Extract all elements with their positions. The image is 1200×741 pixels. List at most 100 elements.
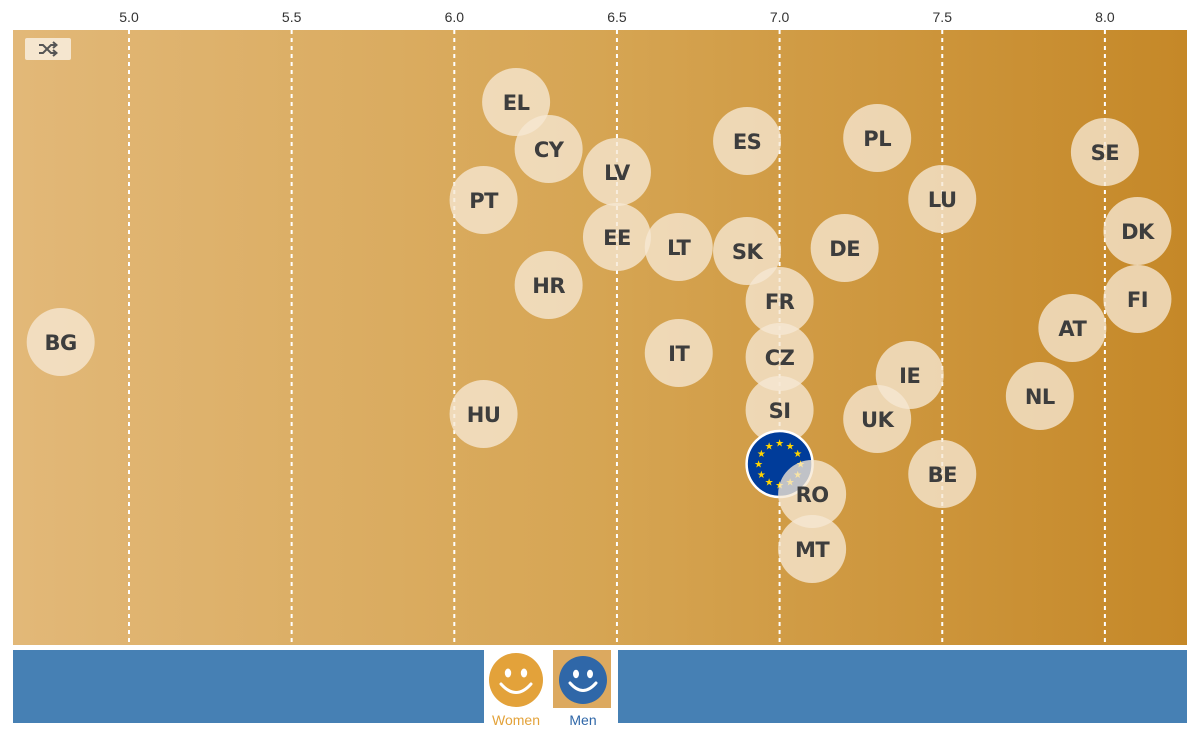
x-tick-label: 5.0 [119, 9, 139, 25]
bubble-circle [449, 166, 518, 234]
smiley-men-icon [559, 656, 607, 704]
bubble-label: EL [503, 91, 530, 115]
country-bubble-mt[interactable]: MT [778, 515, 847, 583]
country-bubble-hr[interactable]: HR [514, 251, 583, 319]
country-bubble-se[interactable]: SE [1070, 118, 1139, 186]
country-bubble-pt[interactable]: PT [449, 166, 518, 234]
x-tick-label: 8.0 [1095, 9, 1115, 25]
country-bubble-cz[interactable]: CZ [745, 323, 814, 391]
bubble-circle [875, 341, 944, 409]
country-bubble-fr[interactable]: FR [745, 267, 814, 335]
eu-star-icon: ★ [775, 439, 784, 450]
bubble-circle [1005, 362, 1074, 430]
bubble-label: CZ [765, 346, 795, 370]
x-tick-label: 7.5 [932, 9, 952, 25]
smiley-women-icon [489, 653, 543, 707]
bubble-label: BE [928, 463, 957, 487]
men-label: Men [569, 712, 597, 728]
bubble-circle [582, 138, 651, 206]
eu-star-icon: ★ [757, 449, 766, 460]
eu-star-icon: ★ [765, 441, 774, 452]
bubble-label: PL [863, 127, 891, 151]
bubble-plot: BGELCYLVPTEEHRHULTITESSKFRCZSI★★★★★★★★★★… [26, 30, 1172, 645]
bubble-circle [1103, 197, 1172, 265]
shuffle-button[interactable] [25, 38, 71, 60]
eu-star-icon: ★ [765, 478, 774, 489]
eu-star-icon: ★ [793, 449, 802, 460]
bubble-circle [514, 115, 583, 183]
eu-star-icon: ★ [757, 470, 766, 481]
bubble-label: LU [928, 188, 957, 212]
country-bubble-ee[interactable]: EE [582, 203, 651, 271]
bubble-label: SE [1091, 141, 1119, 165]
men-toggle[interactable]: Men [553, 650, 613, 741]
bubble-circle [745, 376, 814, 444]
bubble-label: HR [532, 274, 565, 298]
bubble-label: PT [469, 189, 499, 213]
bubble-circle [1103, 265, 1172, 333]
country-bubble-dk[interactable]: DK [1103, 197, 1172, 265]
women-toggle[interactable]: Women [486, 650, 546, 741]
bubble-label: BG [45, 331, 77, 355]
country-bubble-si[interactable]: SI [745, 376, 814, 444]
country-bubble-it[interactable]: IT [644, 319, 713, 387]
bubble-circle [713, 107, 782, 175]
bubble-circle [745, 267, 814, 335]
bubble-label: SI [769, 399, 791, 423]
country-bubble-ie[interactable]: IE [875, 341, 944, 409]
bubble-circle [1070, 118, 1139, 186]
country-bubble-fi[interactable]: FI [1103, 265, 1172, 333]
country-bubble-sk[interactable]: SK [713, 217, 782, 285]
eu-star-icon: ★ [786, 441, 795, 452]
x-axis: 5.0 5.5 6.0 6.5 7.0 7.5 8.0 [0, 0, 1200, 30]
bubble-circle [514, 251, 583, 319]
bubble-label: CY [534, 138, 565, 162]
bubble-label: MT [795, 538, 830, 562]
country-bubble-pl[interactable]: PL [843, 104, 912, 172]
bubble-circle [908, 165, 977, 233]
bubble-label: LV [604, 161, 631, 185]
bubble-circle [26, 308, 95, 376]
bubble-label: AT [1058, 317, 1087, 341]
country-bubble-ro[interactable]: RO [778, 460, 847, 528]
country-bubble-lu[interactable]: LU [908, 165, 977, 233]
country-bubble-be[interactable]: BE [908, 440, 977, 508]
country-bubble-hu[interactable]: HU [449, 380, 518, 448]
bubble-label: LT [667, 236, 691, 260]
bubble-label: DK [1121, 220, 1155, 244]
x-tick-label: 6.0 [444, 9, 465, 25]
country-bubble-nl[interactable]: NL [1005, 362, 1074, 430]
bubble-label: ES [733, 130, 761, 154]
bubble-label: HU [467, 403, 501, 427]
country-bubble-cy[interactable]: CY [514, 115, 583, 183]
bubble-label: SK [732, 240, 764, 264]
bubble-label: FR [765, 290, 795, 314]
bubble-circle [644, 213, 713, 281]
shuffle-icon [39, 41, 58, 57]
country-bubble-lv[interactable]: LV [582, 138, 651, 206]
country-bubble-at[interactable]: AT [1038, 294, 1107, 362]
women-label: Women [492, 712, 540, 728]
bubble-circle [644, 319, 713, 387]
bubble-circle [778, 515, 847, 583]
bubble-circle [582, 203, 651, 271]
country-bubble-de[interactable]: DE [810, 214, 879, 282]
bubble-circle [908, 440, 977, 508]
bubble-label: UK [861, 408, 895, 432]
bubble-circle [449, 380, 518, 448]
bubble-label: EE [603, 226, 631, 250]
country-bubble-es[interactable]: ES [713, 107, 782, 175]
bubble-label: NL [1025, 385, 1055, 409]
x-tick-label: 5.5 [281, 9, 302, 25]
country-bubble-lt[interactable]: LT [644, 213, 713, 281]
bubble-circle [778, 460, 847, 528]
eu-star-icon: ★ [754, 460, 763, 471]
bubble-circle [810, 214, 879, 282]
country-bubble-bg[interactable]: BG [26, 308, 95, 376]
bubble-circle [745, 323, 814, 391]
x-tick-label: 6.5 [607, 9, 627, 25]
gender-toggle: Women Men [484, 650, 618, 741]
plot-area: BGELCYLVPTEEHRHULTITESSKFRCZSI★★★★★★★★★★… [13, 30, 1187, 645]
bubble-circle [843, 104, 912, 172]
bubble-label: IT [668, 342, 690, 366]
